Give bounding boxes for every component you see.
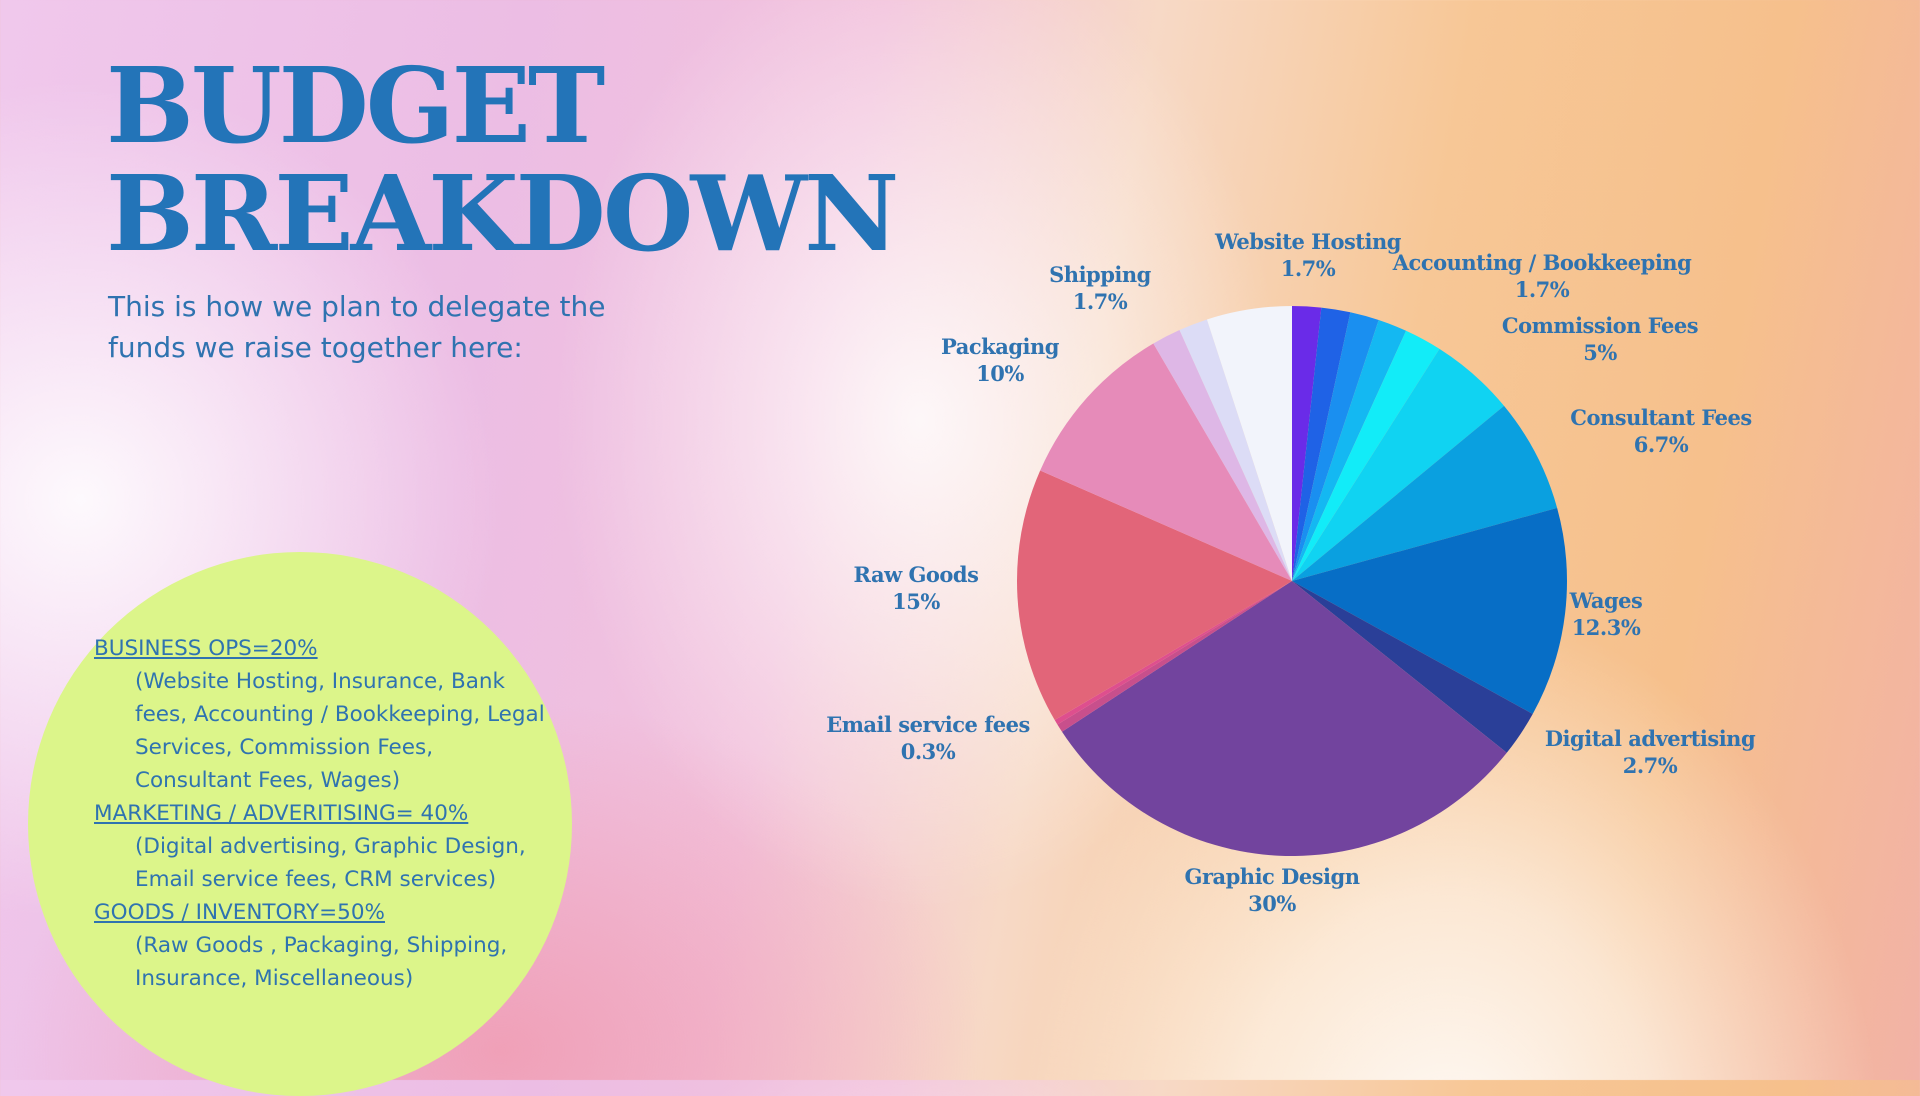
- slice-label-raw-goods: Raw Goods: [854, 562, 979, 587]
- title-line-1: BUDGET: [106, 44, 605, 167]
- pie-slice-raw-goods: [1017, 470, 1292, 720]
- slice-value-wages: 12.3%: [1572, 615, 1641, 640]
- slice-label-consultant-fees: Consultant Fees: [1570, 405, 1751, 430]
- title-line-2: BREAKDOWN: [106, 152, 899, 275]
- legend-circle: [28, 552, 572, 1096]
- category-detail-goods: (Raw Goods , Packaging, Shipping, Insura…: [135, 933, 508, 991]
- slice-label-digital-advertising: Digital advertising: [1545, 726, 1756, 751]
- category-legend: BUSINESS OPS=20% (Website Hosting, Insur…: [94, 632, 554, 995]
- slice-label-accounting-bookkeeping: Accounting / Bookkeeping: [1392, 250, 1692, 275]
- slice-value-shipping: 1.7%: [1073, 289, 1128, 314]
- slice-value-digital-advertising: 2.7%: [1623, 753, 1678, 778]
- page-title: BUDGET BREAKDOWN: [106, 44, 899, 275]
- pie-slice-wages: [1292, 507, 1567, 714]
- slice-label-website-hosting: Website Hosting: [1214, 229, 1402, 254]
- slice-label-wages: Wages: [1569, 588, 1643, 613]
- pie-slice-shipping: [1179, 319, 1292, 581]
- pie-slice-unlabeled-5: [1292, 348, 1505, 581]
- category-heading-business-ops: BUSINESS OPS=20%: [94, 636, 318, 661]
- subtitle: This is how we plan to delegate the fund…: [108, 290, 606, 364]
- pie-slice-email-service-fees: [1054, 581, 1292, 725]
- slice-label-shipping: Shipping: [1049, 262, 1152, 287]
- slice-value-consultant-fees: 6.7%: [1634, 432, 1689, 457]
- category-detail-marketing: (Digital advertising, Graphic Design, Em…: [135, 834, 526, 892]
- slice-value-raw-goods: 15%: [892, 589, 940, 614]
- slice-label-email-service-fees: Email service fees: [826, 712, 1030, 737]
- pie-slice-graphic-design: [1062, 581, 1507, 856]
- pie-slice-accounting-bookkeeping: [1292, 312, 1379, 581]
- pie-slice-commission-fees: [1292, 330, 1440, 581]
- pie-slice-unlabeled-1: [1292, 307, 1351, 581]
- pie-slice-unlabeled-3: [1292, 320, 1407, 581]
- pie-slice-consultant-fees: [1292, 405, 1558, 581]
- category-heading-goods: GOODS / INVENTORY=50%: [94, 900, 385, 925]
- pie-slice-unlabeled-10: [1057, 581, 1292, 732]
- slice-label-graphic-design: Graphic Design: [1185, 864, 1360, 889]
- slice-value-packaging: 10%: [976, 361, 1024, 386]
- slice-value-graphic-design: 30%: [1248, 891, 1296, 916]
- pie-slice-website-hosting: [1292, 306, 1322, 581]
- category-detail-business-ops: (Website Hosting, Insurance, Bank fees, …: [135, 669, 545, 793]
- slice-value-website-hosting: 1.7%: [1281, 256, 1336, 281]
- slice-value-accounting-bookkeeping: 1.7%: [1515, 277, 1570, 302]
- pie-slice-unlabeled-14: [1153, 330, 1292, 581]
- pie-slice-unlabeled-16: [1206, 306, 1292, 581]
- slice-value-email-service-fees: 0.3%: [901, 739, 956, 764]
- slice-value-commission-fees: 5%: [1583, 340, 1617, 365]
- pie-slice-packaging: [1040, 343, 1292, 581]
- category-heading-marketing: MARKETING / ADVERITISING= 40%: [94, 801, 469, 826]
- slice-label-commission-fees: Commission Fees: [1502, 313, 1698, 338]
- pie-slice-digital-advertising: [1292, 581, 1533, 753]
- slice-label-packaging: Packaging: [941, 334, 1060, 359]
